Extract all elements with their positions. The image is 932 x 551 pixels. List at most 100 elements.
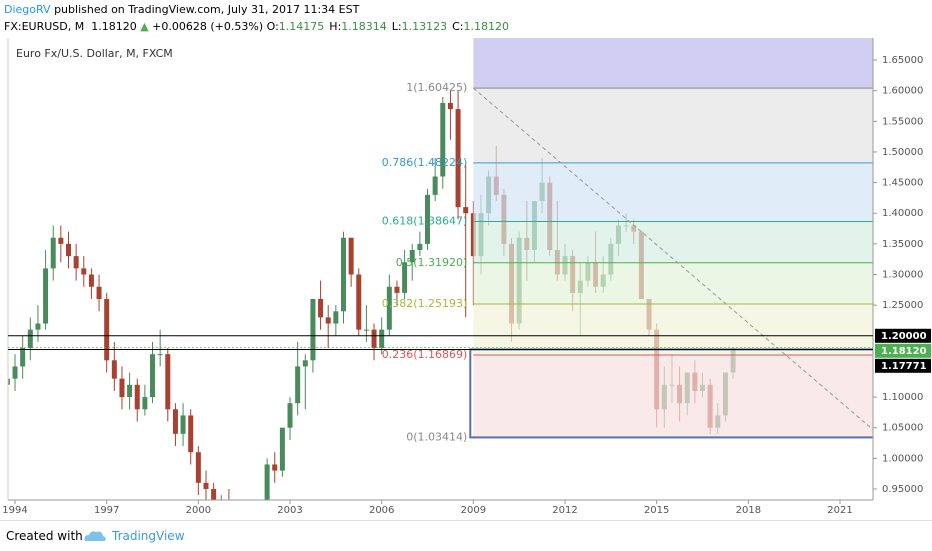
bottom-panel	[0, 500, 873, 520]
candle-body	[394, 286, 400, 293]
y-tick-label: 1.55000	[882, 116, 923, 127]
candle-body	[180, 415, 186, 434]
candle-body	[333, 311, 339, 324]
ohlc-value: 1.14175	[278, 20, 325, 33]
candle-body	[12, 366, 18, 379]
y-tick-label: 1.45000	[882, 178, 923, 189]
symbol-line: FX:EURUSD, M 1.18120 ▲ +0.00628 (+0.53%)…	[4, 20, 514, 33]
fib-label: 0(1.03414)	[406, 430, 467, 443]
trend-line	[473, 87, 873, 431]
candle-body	[440, 102, 446, 177]
fib-label: 0.236(1.16869)	[382, 348, 468, 361]
candle-body	[379, 329, 385, 349]
author[interactable]: DiegoRV	[4, 3, 51, 16]
candle-body	[447, 102, 453, 110]
candle-body	[386, 286, 392, 330]
x-tick-label: 2006	[369, 505, 394, 516]
y-tick-label: 1.50000	[882, 147, 923, 158]
logo-cloud	[84, 531, 106, 541]
candle-body	[340, 237, 346, 312]
brand[interactable]: TradingView	[112, 529, 185, 543]
candle-body	[88, 274, 94, 287]
candle-body	[310, 299, 316, 361]
x-tick-label: 2012	[552, 505, 577, 516]
candle-body	[211, 488, 217, 500]
candle-body	[203, 482, 209, 489]
y-tick-label: 1.60000	[882, 86, 923, 97]
ohlc: O:1.14175 H:1.18314 L:1.13123 C:1.18120	[267, 20, 514, 33]
candle-body	[325, 317, 331, 324]
candle-body	[295, 366, 301, 404]
y-tick-label: 1.00000	[882, 453, 923, 464]
y-tick-label: 1.35000	[882, 239, 923, 250]
candle-body	[96, 286, 102, 300]
price-tag	[875, 343, 931, 358]
x-tick-label: 2003	[277, 505, 302, 516]
y-tick-label: 1.25000	[882, 300, 923, 311]
x-tick-label: 1994	[2, 505, 27, 516]
candle-body	[142, 397, 148, 410]
candle-body	[134, 384, 140, 410]
fib-label: 0.786(1.48224)	[382, 156, 468, 169]
fib-band	[473, 88, 873, 163]
candle-body	[195, 452, 201, 483]
fib-top-band	[473, 38, 873, 89]
y-tick-label: 1.30000	[882, 270, 923, 281]
ohlc-label: O:	[266, 20, 279, 33]
publish-line: DiegoRV published on TradingView.com, Ju…	[4, 3, 359, 16]
candle-body	[363, 329, 369, 331]
candle-body	[127, 384, 133, 398]
logo	[84, 531, 106, 541]
price-tag-label: 1.20000	[881, 331, 927, 342]
fib-band	[473, 162, 873, 222]
candle-body	[20, 348, 26, 367]
fib-band	[473, 262, 873, 304]
y-tick-label: 1.40000	[882, 208, 923, 219]
x-tick-label: 2000	[186, 505, 211, 516]
change: +0.00628 (+0.53%)	[152, 20, 264, 33]
arrow: ▲	[140, 20, 149, 33]
price-tag	[875, 358, 931, 373]
candle-body	[150, 354, 156, 398]
candle-body	[409, 250, 415, 263]
fib-label: 0.5(1.31920)	[396, 256, 468, 269]
price-tag-label: 1.17771	[881, 361, 927, 372]
candle-body	[104, 299, 110, 361]
price-tag	[875, 328, 931, 343]
ohlc-value: 1.18314	[341, 20, 387, 33]
candle-body	[81, 268, 87, 275]
created-with: Created with	[6, 529, 83, 543]
published: published on TradingView.com, July 31, 2…	[54, 3, 360, 16]
ohlc-value: 1.13123	[401, 20, 448, 33]
candle-body	[371, 329, 377, 349]
fib-label: 0.382(1.25193)	[382, 297, 468, 310]
y-tick-label: 1.65000	[882, 55, 923, 66]
fib-band	[473, 221, 873, 263]
ohlc-label: L:	[391, 20, 402, 33]
chart: 1(1.60425) 0.786(1.48224) 0.618(1.38647) 0.…	[0, 38, 931, 520]
candle-body	[50, 237, 56, 269]
header: DiegoRV published on TradingView.com, Ju…	[0, 0, 932, 37]
candle-body	[417, 243, 423, 251]
candle-body	[432, 176, 438, 195]
candle-body	[425, 194, 431, 244]
fib-label: 0.618(1.38647)	[382, 215, 468, 228]
candle-body	[463, 207, 469, 214]
fib-label: 1(1.60425)	[406, 81, 467, 94]
candle-body	[43, 268, 49, 324]
candle-body	[402, 262, 408, 293]
candle-body	[188, 415, 194, 453]
candle-body	[111, 360, 117, 379]
ohlc-value: 1.18120	[463, 20, 510, 33]
x-tick-label: 2015	[644, 505, 669, 516]
candle-body	[35, 323, 41, 330]
candle-body	[264, 464, 270, 500]
x-tick-label: 2009	[461, 505, 486, 516]
fib-band	[473, 303, 873, 355]
last: 1.18120	[91, 20, 137, 33]
candle-body	[348, 237, 354, 275]
candle-body	[455, 109, 461, 208]
candle-body	[73, 256, 79, 269]
candle-body	[157, 354, 163, 356]
